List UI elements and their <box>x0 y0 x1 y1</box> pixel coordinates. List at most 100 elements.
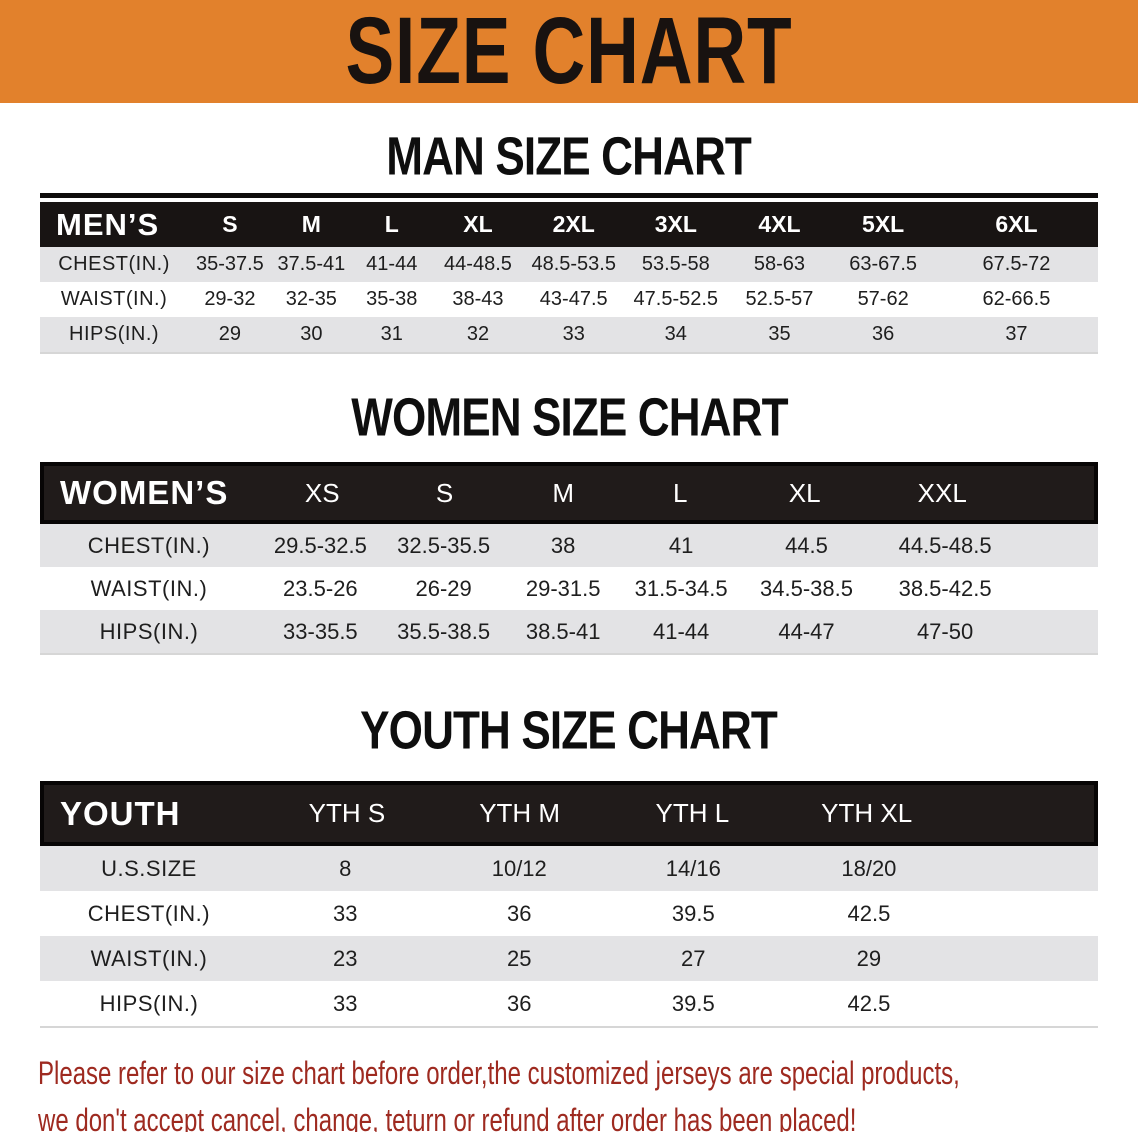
cell: 29 <box>218 323 242 345</box>
cell: 31 <box>380 323 403 345</box>
table-row: CHEST(IN.) 35-37.5 37.5-41 41-44 44-48.5… <box>40 247 1098 282</box>
cell: 26-29 <box>415 575 472 601</box>
cell: 36 <box>872 323 895 345</box>
cell: 47.5-52.5 <box>633 288 719 310</box>
cell: 44-47 <box>778 618 835 644</box>
cell: 41-44 <box>652 618 710 644</box>
cell: 29-32 <box>204 288 256 310</box>
cell: 29-31.5 <box>525 575 601 601</box>
row-label: CHEST(IN.) <box>87 900 211 926</box>
women-heading-text: WOMEN SIZE CHART <box>350 388 788 448</box>
cell: 62-66.5 <box>982 288 1051 310</box>
cell: 44-48.5 <box>444 253 512 275</box>
cell: 8 <box>339 855 352 881</box>
header-cell: M <box>301 211 321 237</box>
cell: 31.5-34.5 <box>634 575 728 601</box>
cell: 35 <box>768 323 791 345</box>
youth-table-header-row: YOUTH YTH S YTH M YTH L YTH XL <box>40 781 1098 846</box>
table-row: WAIST(IN.) 23.5-26 26-29 29-31.5 31.5-34… <box>40 567 1098 610</box>
table-row: U.S.SIZE 8 10/12 14/16 18/20 <box>40 846 1098 891</box>
cell: 35-38 <box>366 288 418 310</box>
row-label: WAIST(IN.) <box>60 288 168 310</box>
header-cell: YTH XL <box>821 798 913 828</box>
cell: 18/20 <box>841 855 897 881</box>
header-cell: YTH L <box>655 798 730 828</box>
table-row: CHEST(IN.) 33 36 39.5 42.5 <box>40 891 1098 936</box>
cell: 32 <box>466 323 490 345</box>
youth-size-table: YOUTH YTH S YTH M YTH L YTH XL U.S.SIZE … <box>40 781 1098 1028</box>
title-banner: SIZE CHART <box>0 0 1138 104</box>
cell: 47-50 <box>916 618 974 644</box>
cell: 38.5-41 <box>525 618 601 644</box>
header-cell: XXL <box>917 477 967 508</box>
header-cell: YOUTH <box>60 794 181 832</box>
row-label: U.S.SIZE <box>101 855 197 881</box>
header-cell: 4XL <box>758 211 801 237</box>
cell: 43-47.5 <box>539 288 608 310</box>
cell: 39.5 <box>671 990 715 1016</box>
row-label: HIPS(IN.) <box>99 618 199 644</box>
row-label: WAIST(IN.) <box>90 945 208 971</box>
header-cell: XS <box>304 477 340 508</box>
header-cell: L <box>384 211 399 237</box>
row-label: HIPS(IN.) <box>99 990 199 1016</box>
cell: 35-37.5 <box>195 253 264 275</box>
header-cell: 6XL <box>995 211 1038 237</box>
row-label: WAIST(IN.) <box>90 575 208 601</box>
header-cell: YTH M <box>479 798 561 828</box>
youth-heading-text: YOUTH SIZE CHART <box>360 701 779 761</box>
table-row: HIPS(IN.) 29 30 31 32 33 34 35 36 37 <box>40 317 1098 352</box>
disclaimer-line-2: we don't accept cancel, change, teturn o… <box>38 1102 857 1132</box>
cell: 32-35 <box>285 288 337 310</box>
cell: 27 <box>681 945 706 971</box>
cell: 67.5-72 <box>982 253 1051 275</box>
table-row: CHEST(IN.) 29.5-32.5 32.5-35.5 38 41 44.… <box>40 524 1098 567</box>
youth-section-heading: YOUTH SIZE CHART <box>0 701 1138 761</box>
cell: 42.5 <box>847 990 891 1016</box>
row-label: CHEST(IN.) <box>87 532 211 558</box>
header-cell: MEN’S <box>56 206 160 242</box>
header-cell: S <box>435 477 454 508</box>
cell: 23 <box>332 945 358 971</box>
cell: 10/12 <box>491 855 547 881</box>
men-table-header-row: MEN’S S M L XL 2XL 3XL 4XL 5XL 6XL <box>40 202 1098 247</box>
cell: 30 <box>300 323 323 345</box>
cell: 33 <box>332 900 358 926</box>
cell: 57-62 <box>857 288 909 310</box>
header-cell: YTH S <box>308 798 386 828</box>
cell: 38.5-42.5 <box>898 575 992 601</box>
cell: 63-67.5 <box>849 253 918 275</box>
cell: 53.5-58 <box>641 253 710 275</box>
header-cell: S <box>222 211 238 237</box>
header-cell: L <box>673 477 688 508</box>
cell: 14/16 <box>665 855 721 881</box>
cell: 44.5 <box>785 532 828 558</box>
header-cell: XL <box>463 211 493 237</box>
disclaimer-note: Please refer to our size chart before or… <box>38 1050 1138 1132</box>
cell: 41-44 <box>366 253 418 275</box>
cell: 44.5-48.5 <box>898 532 992 558</box>
cell: 39.5 <box>671 900 715 926</box>
cell: 38-43 <box>452 288 504 310</box>
header-cell: WOMEN’S <box>60 474 229 511</box>
cell: 48.5-53.5 <box>531 253 616 275</box>
cell: 37 <box>1005 323 1028 345</box>
women-table-header-row: WOMEN’S XS S M L XL XXL <box>40 462 1098 524</box>
cell: 23.5-26 <box>283 575 358 601</box>
cell: 52.5-57 <box>745 288 814 310</box>
cell: 34 <box>664 323 687 345</box>
row-label: HIPS(IN.) <box>69 323 160 345</box>
header-cell: 3XL <box>654 211 697 237</box>
cell: 36 <box>507 900 532 926</box>
men-table-top-rule <box>40 193 1098 198</box>
row-label: CHEST(IN.) <box>58 253 170 275</box>
table-row: HIPS(IN.) 33-35.5 35.5-38.5 38.5-41 41-4… <box>40 610 1098 653</box>
men-size-table: MEN’S S M L XL 2XL 3XL 4XL 5XL 6XL CHEST… <box>40 193 1098 354</box>
cell: 38 <box>550 532 576 558</box>
table-row: HIPS(IN.) 33 36 39.5 42.5 <box>40 981 1098 1026</box>
cell: 41 <box>668 532 694 558</box>
cell: 34.5-38.5 <box>760 575 853 601</box>
table-row: WAIST(IN.) 29-32 32-35 35-38 38-43 43-47… <box>40 282 1098 317</box>
table-row: WAIST(IN.) 23 25 27 29 <box>40 936 1098 981</box>
header-cell: XL <box>788 477 821 508</box>
